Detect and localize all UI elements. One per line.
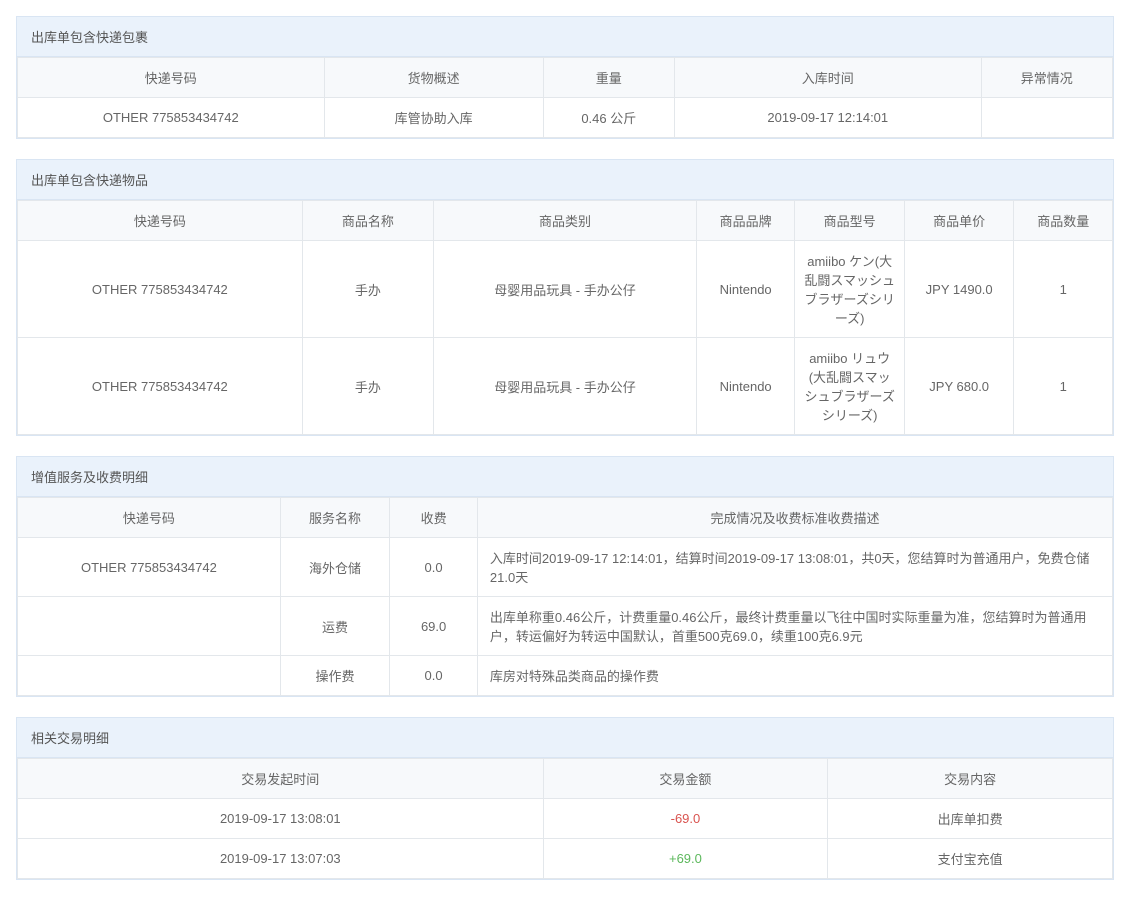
table-cell: OTHER 775853434742: [18, 338, 303, 435]
panel-items-title: 出库单包含快递物品: [17, 160, 1113, 200]
column-header: 快递号码: [18, 58, 325, 98]
column-header: 完成情况及收费标准收费描述: [477, 498, 1112, 538]
table-cell: OTHER 775853434742: [18, 538, 281, 597]
column-header: 交易发起时间: [18, 759, 544, 799]
table-cell: 1: [1014, 338, 1113, 435]
items-table: 快递号码商品名称商品类别商品品牌商品型号商品单价商品数量 OTHER 77585…: [17, 200, 1113, 435]
table-cell: 海外仓储: [280, 538, 390, 597]
column-header: 商品型号: [795, 201, 905, 241]
table-row: 2019-09-17 13:08:01-69.0出库单扣费: [18, 799, 1113, 839]
table-cell: 运费: [280, 597, 390, 656]
table-cell: 1: [1014, 241, 1113, 338]
column-header: 快递号码: [18, 201, 303, 241]
table-cell: 母婴用品玩具 - 手办公仔: [434, 338, 697, 435]
table-row: OTHER 775853434742库管协助入库0.46 公斤2019-09-1…: [18, 98, 1113, 138]
table-cell: 库管协助入库: [324, 98, 543, 138]
column-header: 商品数量: [1014, 201, 1113, 241]
table-cell: 母婴用品玩具 - 手办公仔: [434, 241, 697, 338]
panel-services-title: 增值服务及收费明细: [17, 457, 1113, 497]
services-table: 快递号码服务名称收费完成情况及收费标准收费描述 OTHER 7758534347…: [17, 497, 1113, 696]
table-row: OTHER 775853434742海外仓储0.0入库时间2019-09-17 …: [18, 538, 1113, 597]
table-cell: 2019-09-17 12:14:01: [674, 98, 981, 138]
panel-transactions-title: 相关交易明细: [17, 718, 1113, 758]
transaction-amount: -69.0: [543, 799, 828, 839]
transaction-amount: +69.0: [543, 839, 828, 879]
table-cell: [981, 98, 1112, 138]
transaction-content: 支付宝充值: [828, 839, 1113, 879]
column-header: 货物概述: [324, 58, 543, 98]
table-cell: amiibo リュウ(大乱闘スマッシュブラザーズシリーズ): [795, 338, 905, 435]
table-row: OTHER 775853434742手办母婴用品玩具 - 手办公仔Nintend…: [18, 338, 1113, 435]
column-header: 快递号码: [18, 498, 281, 538]
table-cell: 69.0: [390, 597, 478, 656]
table-row: 操作费0.0库房对特殊品类商品的操作费: [18, 656, 1113, 696]
column-header: 商品名称: [302, 201, 433, 241]
column-header: 交易内容: [828, 759, 1113, 799]
table-cell: [18, 656, 281, 696]
table-cell: 手办: [302, 241, 433, 338]
table-cell: 库房对特殊品类商品的操作费: [477, 656, 1112, 696]
table-cell: 操作费: [280, 656, 390, 696]
table-row: OTHER 775853434742手办母婴用品玩具 - 手办公仔Nintend…: [18, 241, 1113, 338]
transaction-time: 2019-09-17 13:08:01: [18, 799, 544, 839]
table-cell: 入库时间2019-09-17 12:14:01，结算时间2019-09-17 1…: [477, 538, 1112, 597]
table-cell: JPY 680.0: [904, 338, 1014, 435]
table-cell: Nintendo: [696, 241, 795, 338]
table-cell: 0.0: [390, 538, 478, 597]
column-header: 收费: [390, 498, 478, 538]
table-cell: 0.46 公斤: [543, 98, 674, 138]
panel-packages-title: 出库单包含快递包裹: [17, 17, 1113, 57]
column-header: 入库时间: [674, 58, 981, 98]
table-cell: amiibo ケン(大乱闘スマッシュブラザーズシリーズ): [795, 241, 905, 338]
column-header: 商品单价: [904, 201, 1014, 241]
table-cell: [18, 597, 281, 656]
transaction-content: 出库单扣费: [828, 799, 1113, 839]
table-cell: Nintendo: [696, 338, 795, 435]
panel-items: 出库单包含快递物品 快递号码商品名称商品类别商品品牌商品型号商品单价商品数量 O…: [16, 159, 1114, 436]
packages-table: 快递号码货物概述重量入库时间异常情况 OTHER 775853434742库管协…: [17, 57, 1113, 138]
column-header: 商品品牌: [696, 201, 795, 241]
column-header: 交易金额: [543, 759, 828, 799]
table-cell: JPY 1490.0: [904, 241, 1014, 338]
table-cell: OTHER 775853434742: [18, 241, 303, 338]
transactions-table: 交易发起时间交易金额交易内容 2019-09-17 13:08:01-69.0出…: [17, 758, 1113, 879]
column-header: 异常情况: [981, 58, 1112, 98]
transaction-time: 2019-09-17 13:07:03: [18, 839, 544, 879]
panel-transactions: 相关交易明细 交易发起时间交易金额交易内容 2019-09-17 13:08:0…: [16, 717, 1114, 880]
column-header: 商品类别: [434, 201, 697, 241]
table-row: 运费69.0出库单称重0.46公斤，计费重量0.46公斤，最终计费重量以飞往中国…: [18, 597, 1113, 656]
table-cell: OTHER 775853434742: [18, 98, 325, 138]
panel-services: 增值服务及收费明细 快递号码服务名称收费完成情况及收费标准收费描述 OTHER …: [16, 456, 1114, 697]
column-header: 重量: [543, 58, 674, 98]
panel-packages: 出库单包含快递包裹 快递号码货物概述重量入库时间异常情况 OTHER 77585…: [16, 16, 1114, 139]
table-row: 2019-09-17 13:07:03+69.0支付宝充值: [18, 839, 1113, 879]
table-cell: 出库单称重0.46公斤，计费重量0.46公斤，最终计费重量以飞往中国时实际重量为…: [477, 597, 1112, 656]
table-cell: 0.0: [390, 656, 478, 696]
column-header: 服务名称: [280, 498, 390, 538]
table-cell: 手办: [302, 338, 433, 435]
